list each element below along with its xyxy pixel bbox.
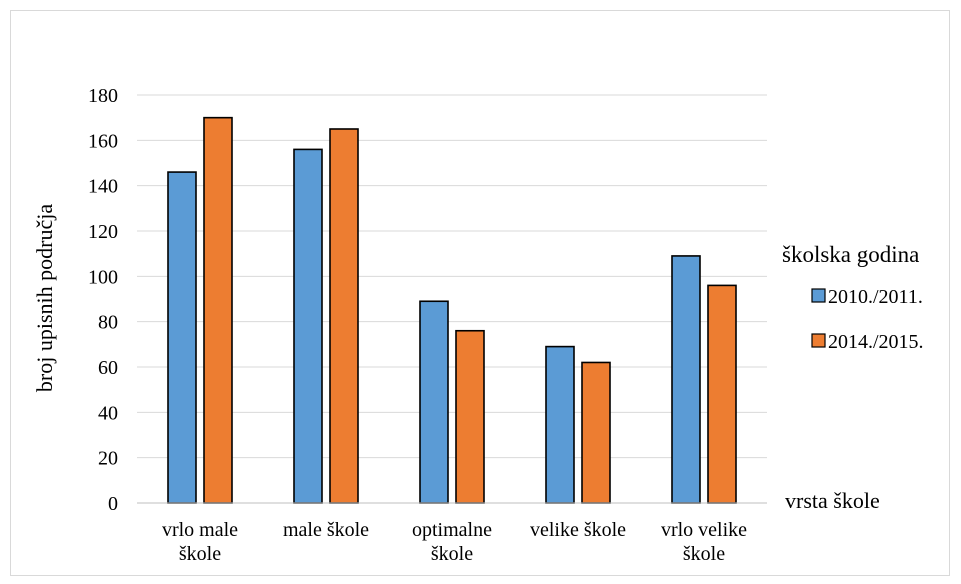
x-tick-label: vrlo velike škole bbox=[661, 519, 747, 565]
bar bbox=[581, 361, 611, 504]
x-tick-label: vrlo male škole bbox=[162, 519, 238, 565]
x-tick-label-line: vrlo male bbox=[162, 519, 238, 541]
x-tick-label: male škole bbox=[283, 519, 369, 541]
y-tick-label: 40 bbox=[98, 402, 118, 424]
legend-swatch bbox=[811, 288, 826, 303]
bar bbox=[671, 255, 701, 504]
x-tick-label-line: male škole bbox=[283, 519, 369, 541]
x-tick-label-line: škole bbox=[179, 543, 221, 565]
y-tick-label: 120 bbox=[88, 221, 118, 243]
legend: školska godina 2010./2011. 2014./2015. bbox=[782, 242, 924, 353]
x-axis-title: vrsta škole bbox=[785, 488, 880, 513]
bar bbox=[329, 128, 359, 504]
y-tick-label: 140 bbox=[88, 176, 118, 198]
x-tick-label: velike škole bbox=[530, 519, 626, 541]
x-tick-label-line: škole bbox=[683, 543, 725, 565]
legend-label: 2014./2015. bbox=[828, 331, 924, 353]
x-tick-label-line: optimalne bbox=[412, 519, 492, 541]
gridlines bbox=[137, 94, 767, 459]
x-tick-label: optimalne škole bbox=[412, 519, 492, 565]
bar bbox=[455, 329, 485, 504]
x-tick-label-line: velike škole bbox=[530, 519, 626, 541]
x-tick-label-line: škole bbox=[431, 543, 473, 565]
y-tick-label: 180 bbox=[88, 85, 118, 107]
legend-swatch bbox=[811, 333, 826, 348]
y-tick-label: 60 bbox=[98, 357, 118, 379]
y-tick-label: 100 bbox=[88, 266, 118, 288]
legend-title: školska godina bbox=[782, 242, 919, 267]
y-tick-label: 20 bbox=[98, 448, 118, 470]
y-tick-label: 160 bbox=[88, 130, 118, 152]
y-tick-label: 0 bbox=[108, 493, 118, 515]
y-tick-labels: 0 20 40 60 80 100 120 140 160 180 bbox=[88, 85, 118, 515]
bar bbox=[707, 284, 737, 504]
bar bbox=[203, 116, 233, 504]
y-axis-title: broj upisnih područja bbox=[32, 204, 57, 392]
x-tick-label-line: vrlo velike bbox=[661, 519, 747, 541]
bar bbox=[167, 171, 197, 504]
bar bbox=[545, 345, 575, 504]
bar bbox=[419, 300, 449, 504]
y-tick-label: 80 bbox=[98, 312, 118, 334]
bar bbox=[293, 148, 323, 504]
legend-label: 2010./2011. bbox=[828, 286, 923, 308]
bars bbox=[167, 116, 737, 504]
